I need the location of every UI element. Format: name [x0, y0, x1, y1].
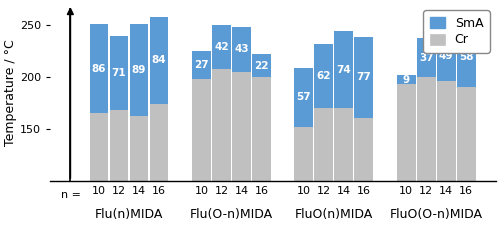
Text: FluO(O-n)MIDA: FluO(O-n)MIDA	[390, 208, 482, 221]
Bar	[192, 79, 211, 181]
Bar	[212, 69, 231, 181]
Bar	[314, 108, 333, 181]
Bar	[252, 77, 270, 181]
Bar	[110, 110, 128, 181]
Bar	[314, 44, 333, 108]
Bar	[437, 81, 456, 181]
Text: 9: 9	[402, 75, 410, 84]
Text: 84: 84	[152, 55, 166, 65]
Text: n =: n =	[61, 189, 81, 200]
Bar	[457, 27, 475, 87]
Bar	[354, 118, 373, 181]
Bar	[130, 24, 148, 117]
Bar	[417, 77, 436, 181]
Text: 86: 86	[92, 64, 106, 74]
Bar	[397, 84, 415, 181]
Bar	[212, 25, 231, 69]
Text: Flu(O-n)MIDA: Flu(O-n)MIDA	[190, 208, 273, 221]
Bar	[192, 51, 211, 79]
Text: 57: 57	[296, 92, 311, 102]
Text: 74: 74	[336, 65, 351, 75]
Y-axis label: Temperature / °C: Temperature / °C	[4, 39, 17, 146]
Bar	[294, 68, 313, 127]
Text: 37: 37	[419, 53, 434, 63]
Legend: SmA, Cr: SmA, Cr	[424, 10, 490, 53]
Bar	[130, 117, 148, 181]
Bar	[90, 113, 108, 181]
Bar	[232, 27, 251, 72]
Text: 89: 89	[132, 65, 146, 75]
Bar	[90, 24, 108, 113]
Bar	[457, 87, 475, 181]
Bar	[294, 127, 313, 181]
Bar	[437, 30, 456, 81]
Text: 42: 42	[214, 42, 228, 52]
Text: FluO(n)MIDA: FluO(n)MIDA	[294, 208, 373, 221]
Text: 22: 22	[254, 61, 268, 71]
Bar	[252, 54, 270, 77]
Text: 27: 27	[194, 60, 208, 70]
Bar	[110, 36, 128, 110]
Bar	[334, 108, 353, 181]
Text: Flu(n)MIDA: Flu(n)MIDA	[95, 208, 163, 221]
Bar	[334, 31, 353, 108]
Bar	[150, 104, 169, 181]
Bar	[150, 17, 169, 104]
Text: 43: 43	[234, 44, 248, 54]
Text: 58: 58	[459, 52, 473, 62]
Text: 77: 77	[356, 72, 371, 82]
Text: 71: 71	[112, 68, 126, 78]
Bar	[354, 38, 373, 118]
Bar	[232, 72, 251, 181]
Bar	[417, 39, 436, 77]
Text: 62: 62	[316, 71, 331, 81]
Bar	[397, 75, 415, 84]
Text: 49: 49	[439, 51, 454, 61]
